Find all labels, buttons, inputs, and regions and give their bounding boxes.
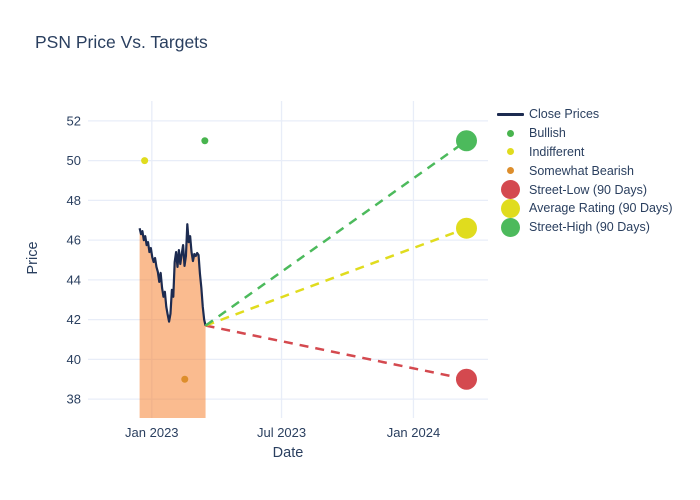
x-axis-title: Date — [272, 445, 304, 461]
y-tick-label: 42 — [67, 312, 81, 327]
legend-line-swatch — [496, 113, 524, 116]
y-axis-title: Price — [25, 241, 41, 275]
target-line-street-high-days- — [204, 139, 468, 327]
legend-label: Somewhat Bearish — [529, 163, 634, 178]
y-tick-label: 44 — [67, 272, 81, 287]
legend-item-somewhat-bearish[interactable]: Somewhat Bearish — [493, 161, 673, 180]
target-dot-street-high-days- — [455, 130, 477, 152]
legend-label: Average Rating (90 Days) — [529, 201, 673, 216]
legend-label: Street-Low (90 Days) — [529, 182, 648, 197]
target-dot-average-rating-days- — [455, 217, 477, 239]
legend-label: Close Prices — [529, 107, 600, 122]
legend-item-street-low-days[interactable]: Street-Low (90 Days) — [493, 180, 673, 200]
close-price-line — [138, 223, 207, 326]
legend-item-indifferent[interactable]: Indifferent — [493, 143, 673, 162]
legend-dot-swatch — [500, 180, 520, 200]
target-line-average-rating-days- — [205, 227, 467, 327]
x-tick-label: Jan 2023 — [125, 425, 179, 440]
legend-item-close-prices[interactable]: Close Prices — [493, 105, 673, 124]
marker-layer — [141, 130, 477, 390]
legend-marker-col — [493, 113, 527, 116]
legend-dot-swatch — [506, 129, 514, 137]
rating-dot-indifferent — [141, 157, 149, 165]
y-tick-label: 38 — [67, 392, 81, 407]
y-tick-label: 40 — [67, 352, 81, 367]
legend-label: Street-High (90 Days) — [529, 220, 650, 235]
legend-item-street-high-days[interactable]: Street-High (90 Days) — [493, 217, 673, 237]
tick-layer: 38 40 42 44 46 48 50 52 Jan 2023 Jul 2023 Jan 2024 — [67, 113, 441, 440]
chart-title: PSN Price Vs. Targets — [35, 32, 208, 52]
series-layer — [138, 139, 468, 418]
target-line-street-low-days- — [205, 324, 467, 381]
legend-item-average-rating-days[interactable]: Average Rating (90 Days) — [493, 198, 673, 218]
legend-marker-col — [493, 198, 527, 218]
x-tick-label: Jul 2023 — [257, 425, 306, 440]
legend-item-bullish[interactable]: Bullish — [493, 124, 673, 143]
price-area-fill — [139, 224, 206, 418]
legend-dot-swatch — [500, 217, 520, 237]
y-tick-label: 48 — [67, 193, 81, 208]
rating-dot-bullish — [201, 137, 209, 145]
legend-label: Indifferent — [529, 144, 585, 159]
y-tick-label: 50 — [67, 153, 81, 168]
legend-marker-col — [493, 167, 527, 175]
legend-marker-col — [493, 148, 527, 156]
legend-label: Bullish — [529, 126, 566, 141]
legend-marker-col — [493, 129, 527, 137]
x-tick-label: Jan 2024 — [387, 425, 441, 440]
legend-dot-swatch — [506, 148, 514, 156]
legend-marker-col — [493, 180, 527, 200]
legend: Close Prices Bullish Indifferent Somewhat B… — [493, 105, 673, 237]
y-tick-label: 52 — [67, 113, 81, 128]
legend-marker-col — [493, 217, 527, 237]
target-dot-street-low-days- — [455, 368, 477, 390]
legend-dot-swatch — [500, 198, 520, 218]
rating-dot-somewhat-bearish — [181, 375, 189, 383]
y-tick-label: 46 — [67, 233, 81, 248]
legend-dot-swatch — [506, 167, 514, 175]
